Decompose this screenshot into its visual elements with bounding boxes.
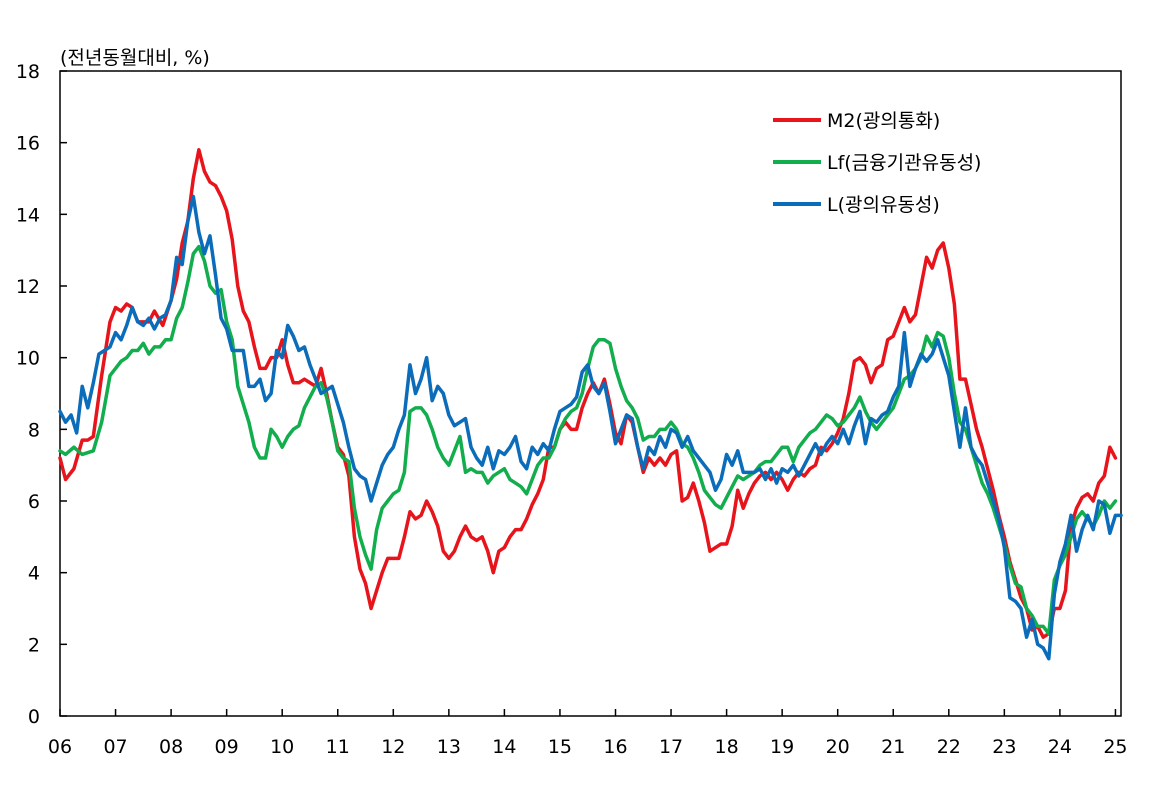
y-tick-label: 8 (28, 419, 40, 441)
y-tick-label: 4 (28, 563, 40, 585)
x-tick-label: 09 (215, 736, 239, 758)
x-tick-label: 25 (1103, 736, 1127, 758)
legend-label-3: L(광의유동성) (827, 194, 940, 216)
x-tick-label: 14 (492, 736, 516, 758)
x-tick-label: 07 (103, 736, 127, 758)
x-tick-label: 23 (992, 736, 1016, 758)
x-tick-label: 24 (1048, 736, 1072, 758)
x-tick-label: 16 (603, 736, 627, 758)
y-tick-label: 14 (16, 204, 40, 226)
y-tick-label: 2 (28, 634, 40, 656)
x-tick-label: 19 (770, 736, 794, 758)
x-tick-label: 22 (937, 736, 961, 758)
plot-area (59, 70, 1122, 717)
x-tick-label: 11 (326, 736, 350, 758)
x-tick-label: 12 (381, 736, 405, 758)
x-tick-label: 10 (270, 736, 294, 758)
legend: M2(광의통화) Lf(금융기관유동성) L(광의유동성) (773, 110, 981, 216)
x-tick-label: 06 (48, 736, 72, 758)
y-tick-label: 12 (16, 276, 40, 298)
y-tick-label: 10 (16, 348, 40, 370)
x-tick-label: 17 (659, 736, 683, 758)
y-tick-label: 16 (16, 133, 40, 155)
y-tick-label: 18 (16, 61, 40, 83)
legend-label-1: M2(광의통화) (827, 110, 940, 132)
unit-label: (전년동월대비, %) (60, 47, 210, 69)
x-tick-label: 15 (548, 736, 572, 758)
y-tick-label: 0 (28, 706, 40, 728)
x-tick-label: 18 (715, 736, 739, 758)
x-tick-label: 20 (826, 736, 850, 758)
x-tick-label: 21 (881, 736, 905, 758)
x-tick-label: 13 (437, 736, 461, 758)
series-line-2 (58, 244, 1118, 636)
legend-label-2: Lf(금융기관유동성) (827, 152, 981, 174)
y-tick-label: 6 (28, 491, 40, 513)
x-axis: 06 07 08 09 10 11 12 13 14 15 16 17 18 19 20 21 22 23 24 25 (48, 709, 1128, 758)
series-lines (58, 148, 1123, 661)
series-line-3 (58, 194, 1123, 661)
y-axis: 0 2 4 6 8 10 12 14 16 18 (16, 61, 67, 728)
x-tick-label: 08 (159, 736, 183, 758)
